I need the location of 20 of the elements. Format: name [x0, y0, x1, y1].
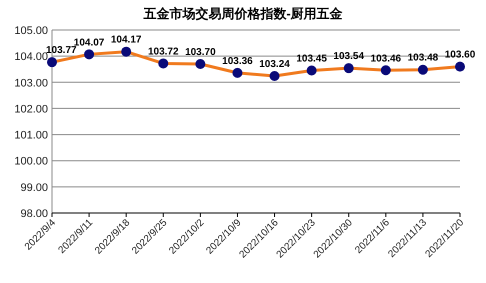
data-label: 103.24	[259, 59, 290, 70]
y-tick-label: 104.00	[14, 51, 48, 64]
y-tick-label: 99.00	[20, 182, 48, 194]
y-tick-label: 105.00	[14, 25, 48, 37]
data-label: 103.45	[296, 54, 328, 65]
data-label: 103.54	[333, 51, 364, 62]
y-tick-label: 98.00	[20, 208, 48, 220]
data-label: 103.70	[185, 46, 216, 58]
data-label: 103.60	[444, 50, 476, 61]
data-label: 103.72	[148, 46, 179, 58]
chart-title: 五金市场交易周价格指数-厨用五金	[142, 6, 344, 21]
y-tick-label: 101.00	[14, 130, 48, 142]
y-tick-label: 102.00	[14, 103, 48, 116]
data-label: 103.46	[370, 53, 402, 64]
data-label: 103.36	[222, 56, 254, 67]
data-label: 103.48	[408, 52, 439, 64]
data-label: 103.77	[46, 45, 78, 56]
y-tick-label: 103.00	[14, 77, 48, 90]
data-label: 104.17	[110, 34, 142, 46]
y-tick-label: 100.00	[14, 156, 48, 168]
